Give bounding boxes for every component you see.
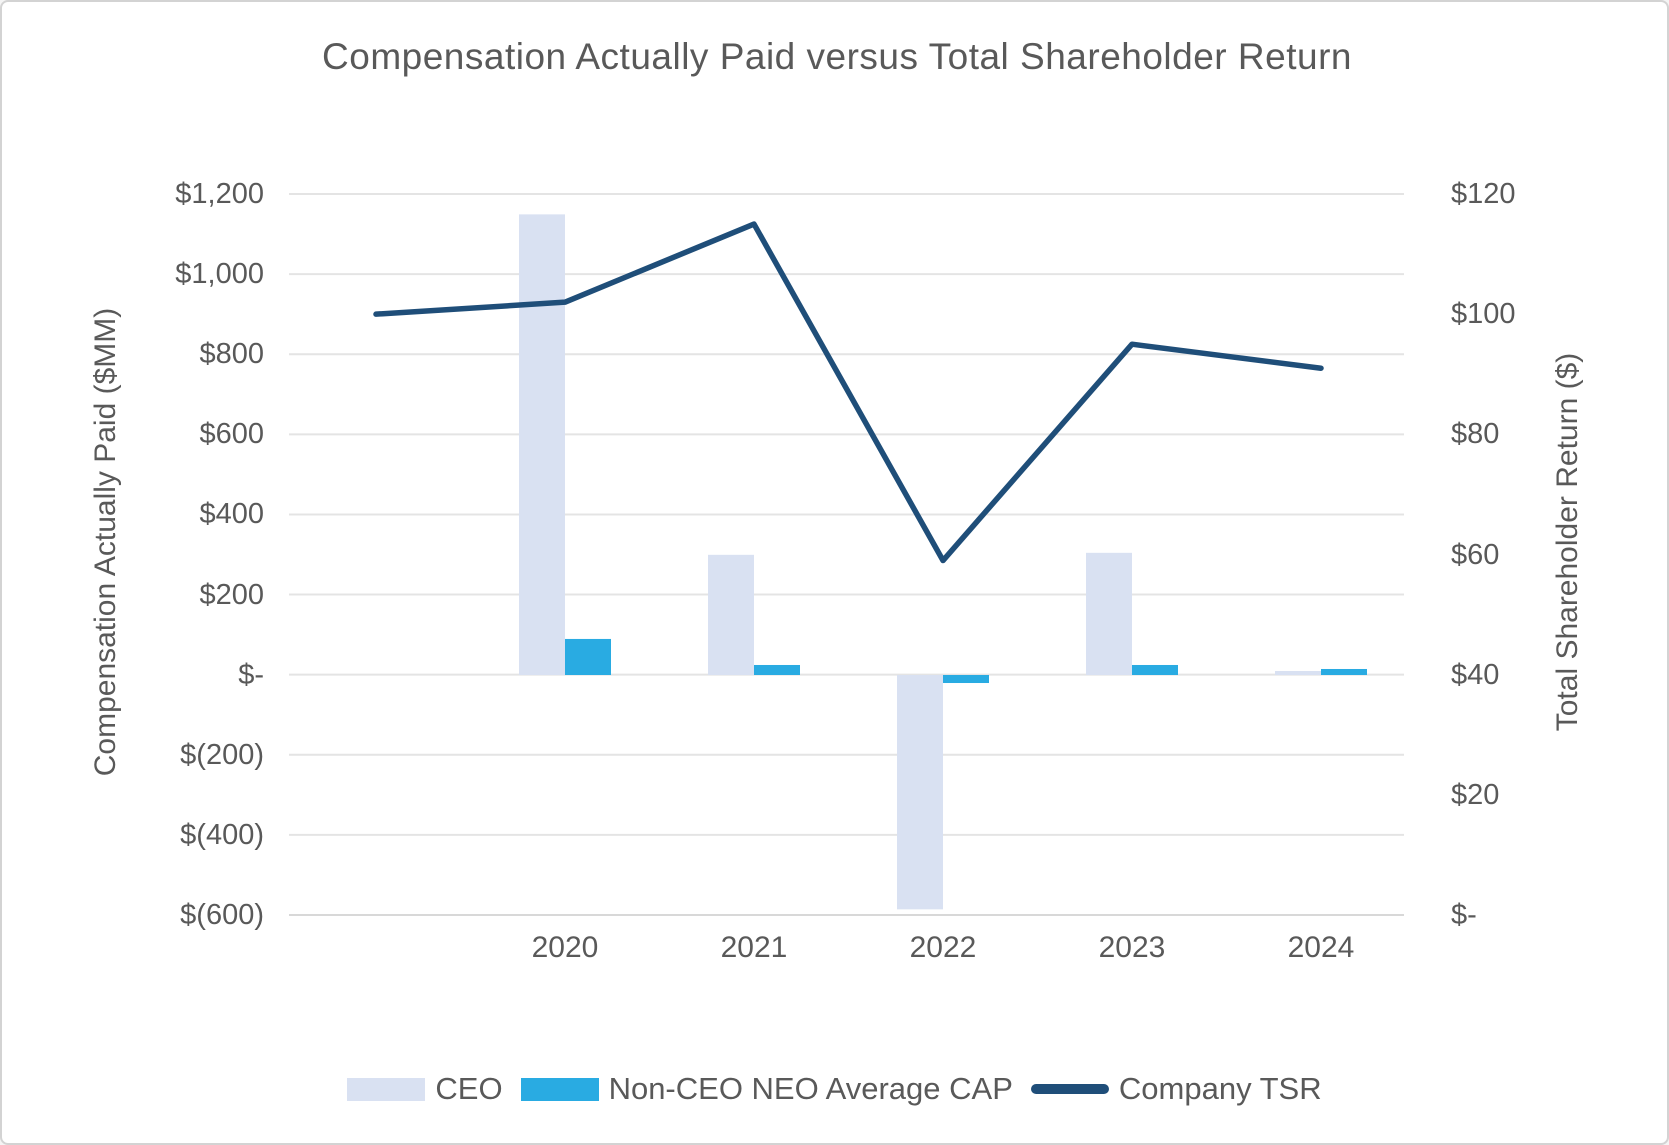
legend-label-non-ceo: Non-CEO NEO Average CAP [608,1071,1013,1106]
bar-non-ceo-2023 [1132,664,1178,675]
right-axis-tick: $80 [1451,418,1500,451]
legend-swatch-non-ceo [520,1077,599,1101]
x-axis-label-2020: 2020 [531,931,599,964]
bar-non-ceo-2020 [565,638,611,675]
legend-label-tsr: Company TSR [1118,1071,1322,1106]
x-axis-label-2024: 2024 [1287,931,1355,964]
legend-item-non-ceo: Non-CEO NEO Average CAP [520,1071,1013,1107]
bar-ceo-2020 [519,214,565,675]
chart-title: Compensation Actually Paid versus Total … [322,36,1352,77]
x-axis-label-2021: 2021 [720,931,788,964]
bar-non-ceo-2021 [754,664,800,675]
bar-ceo-2024 [1275,670,1321,675]
x-axis-label-2022: 2022 [909,931,977,964]
left-axis-tick: $400 [199,498,264,531]
x-axis-label-2023: 2023 [1098,931,1166,964]
right-axis-tick: $20 [1451,778,1500,811]
bar-ceo-2021 [708,554,754,675]
left-axis-tick: $600 [199,418,264,451]
right-axis-tick: $120 [1451,178,1516,210]
right-axis-tick: $60 [1451,538,1500,571]
legend-label-ceo: CEO [435,1071,503,1106]
bar-ceo-2022 [897,675,943,910]
legend-swatch-ceo [347,1077,426,1101]
left-axis-tick: $(400) [180,818,264,851]
right-axis-tick: $40 [1451,658,1500,691]
tsr-line [373,221,1324,564]
legend-item-tsr: Company TSR [1030,1071,1322,1107]
legend-swatch-tsr-line [1030,1084,1109,1094]
right-axis-title: Total Shareholder Return ($) [1551,352,1584,732]
legend-item-ceo: CEO [347,1071,503,1107]
bar-non-ceo-2022 [943,675,989,684]
bar-non-ceo-2024 [1321,668,1367,675]
left-axis-tick: $1,200 [175,178,264,210]
left-axis-tick: $(600) [180,899,264,931]
right-axis-tick: $100 [1451,298,1516,331]
left-axis-tick: $1,000 [175,258,264,291]
left-axis-tick: $(200) [180,738,264,771]
legend: CEO Non-CEO NEO Average CAP Company TSR [2,1066,1667,1112]
left-axis-tick: $800 [199,338,264,371]
bar-ceo-2023 [1086,552,1132,675]
left-axis-tick: $200 [199,578,264,611]
left-axis-tick: $- [238,658,264,691]
right-axis-tick: $- [1451,899,1477,931]
left-axis-title: Compensation Actually Paid ($MM) [89,307,122,777]
